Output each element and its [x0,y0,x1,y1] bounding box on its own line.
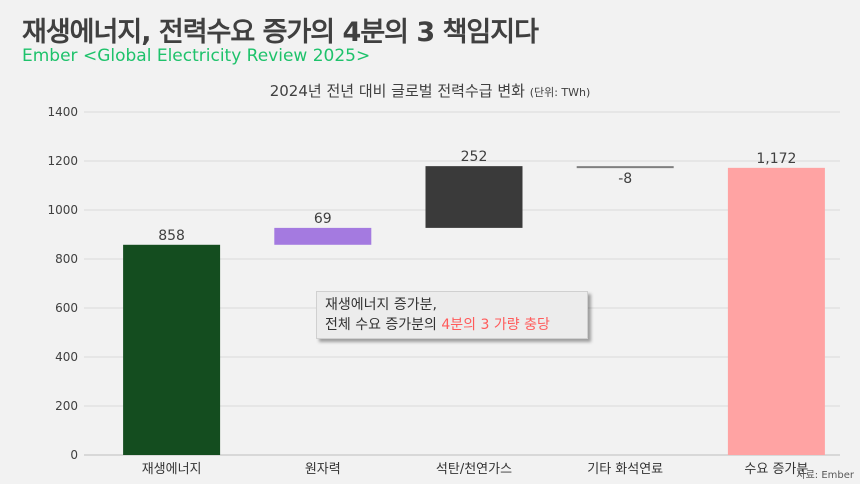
y-tick-label: 1400 [47,105,78,119]
bar-1 [123,244,221,455]
source-credit: 자료: Ember [796,470,854,481]
headline-title: 재생에너지, 전력수요 증가의 4분의 3 책임지다 [22,17,539,48]
y-tick-label: 400 [55,350,78,364]
chart-unit-note: (단위: TWh) [529,86,591,99]
category-label: 기타 화석연료 [587,462,663,477]
category-label: 석탄/천연가스 [436,462,512,477]
callout-line-2: 전체 수요 증가분의 4분의 3 가량 충당 [325,315,579,335]
category-label: 원자력 [305,462,341,477]
y-tick-label: 800 [55,252,78,266]
y-tick-label: 200 [55,399,78,413]
bar-3 [425,166,523,228]
bar-5 [727,167,825,456]
category-label: 수요 증가분 [744,462,808,477]
callout-highlight: 4분의 3 가량 충당 [441,317,550,333]
y-tick-label: 600 [55,301,78,315]
data-label: 858 [158,228,185,244]
y-tick-label: 0 [70,448,78,462]
data-label: 69 [314,211,332,227]
callout-line-1: 재생에너지 증가분, [325,297,437,313]
data-label: 252 [461,149,488,165]
data-label: 1,172 [756,151,796,167]
bar-2 [274,227,372,245]
bar-4 [576,166,674,169]
category-label: 재생에너지 [142,462,202,477]
data-label: -8 [618,171,632,187]
y-tick-label: 1200 [47,154,78,168]
callout-line-2-prefix: 전체 수요 증가분의 [325,317,442,333]
callout-box: 재생에너지 증가분, 전체 수요 증가분의 4분의 3 가량 충당 [316,291,588,339]
y-tick-label: 1000 [47,203,78,217]
chart-title: 2024년 전년 대비 글로벌 전력수급 변화 [269,82,525,100]
chart-title-block: 2024년 전년 대비 글로벌 전력수급 변화 (단위: TWh) [0,80,860,101]
source-subtitle: Ember <Global Electricity Review 2025> [22,46,371,66]
